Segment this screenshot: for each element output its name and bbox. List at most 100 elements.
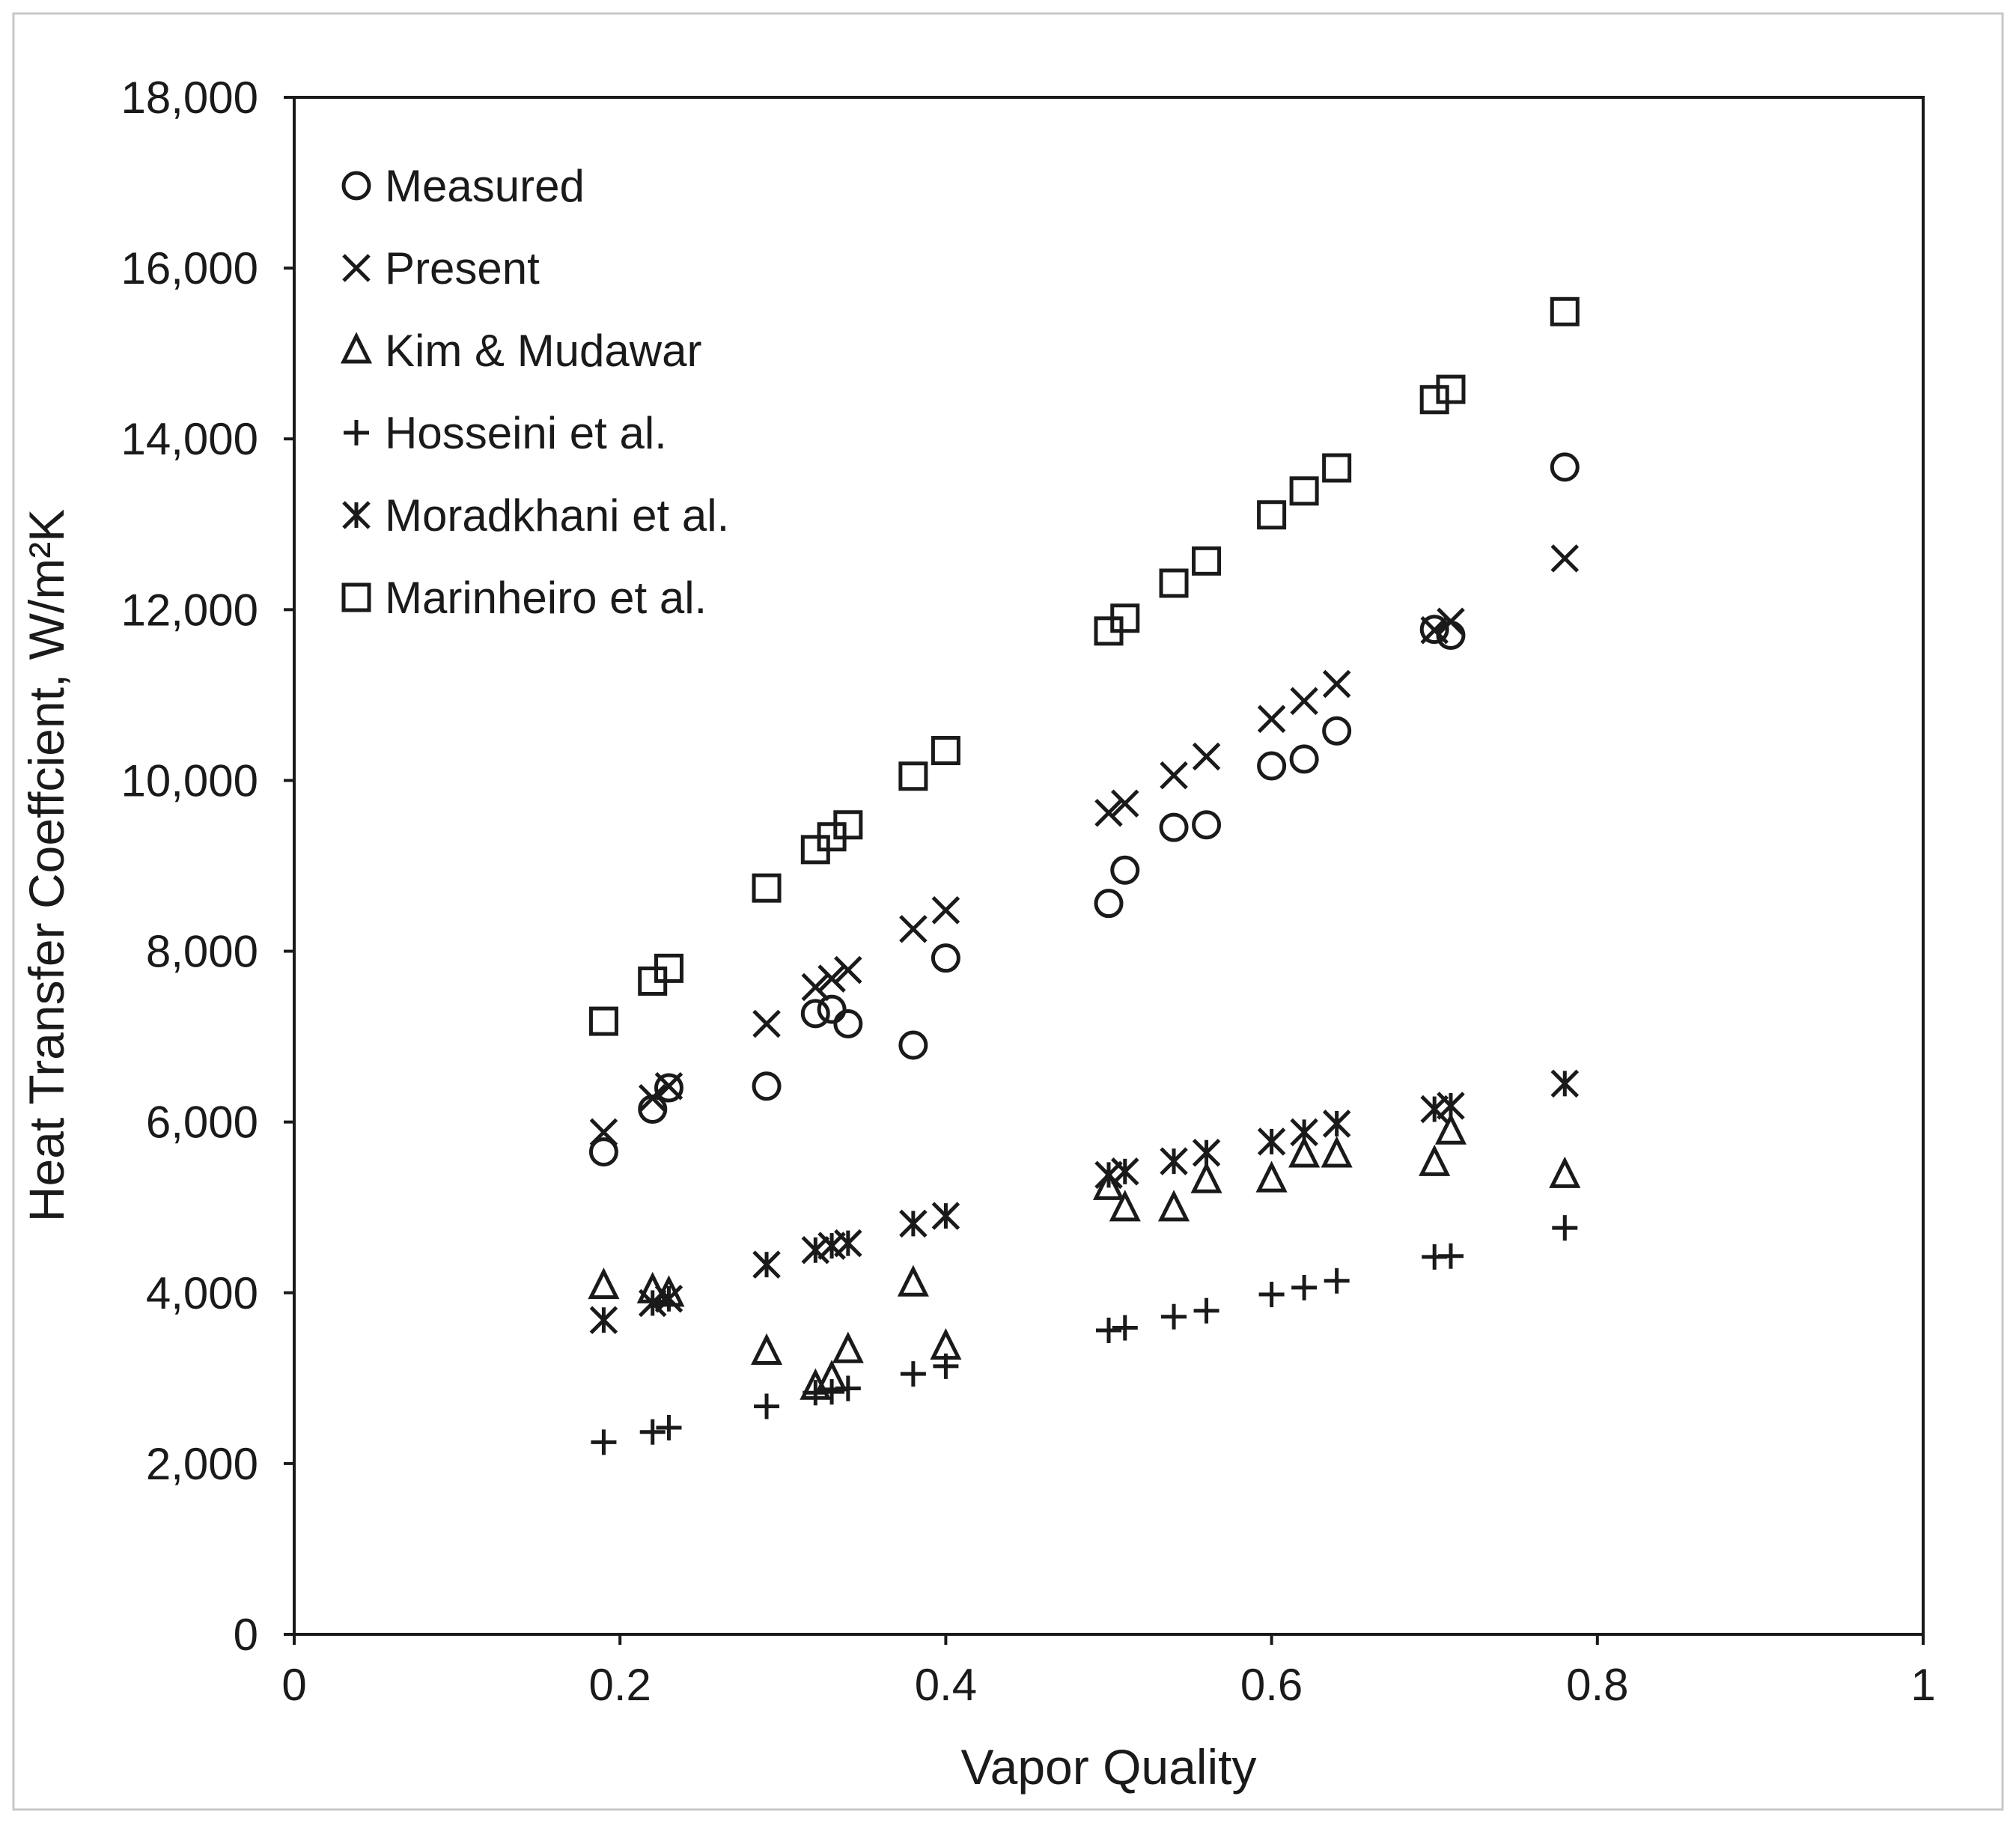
point-measured [654, 1073, 683, 1103]
point-measured [1159, 812, 1189, 842]
point-measured [800, 999, 830, 1029]
point-hosseini-et-al [639, 1419, 666, 1445]
point-hosseini-et-al [1324, 1267, 1350, 1294]
point-hosseini-et-al [900, 1361, 926, 1387]
point-measured [1322, 716, 1352, 746]
point-hosseini-et-al [591, 1429, 617, 1455]
point-marinheiro-et-al [1419, 385, 1449, 415]
point-present [589, 1118, 618, 1147]
legend: Measured Present Kim & Mudawar Hosseini et … [340, 161, 729, 623]
x-axis-ticks: 0 0.2 0.4 0.6 0.8 1 [281, 1634, 1936, 1710]
point-moradkhani-et-al [931, 1202, 960, 1230]
x-tick-label: 0.6 [1240, 1660, 1303, 1710]
point-present [1160, 761, 1188, 790]
point-moradkhani-et-al [801, 1235, 830, 1264]
point-measured [833, 1009, 863, 1039]
y-tick-label: 12,000 [121, 585, 258, 635]
point-marinheiro-et-al [1110, 603, 1140, 633]
point-present [834, 955, 862, 984]
y-tick-label: 6,000 [146, 1098, 258, 1148]
point-hosseini-et-al [1437, 1243, 1464, 1269]
point-moradkhani-et-al [1420, 1095, 1449, 1124]
point-measured [898, 1030, 928, 1060]
point-moradkhani-et-al [1192, 1138, 1221, 1167]
x-tick-label: 0 [281, 1660, 306, 1710]
point-kim-mudawar [1255, 1160, 1288, 1193]
point-measured [1192, 810, 1222, 840]
point-moradkhani-et-al [638, 1288, 667, 1318]
point-kim-mudawar [832, 1331, 864, 1363]
legend-label-measured: Measured [385, 161, 585, 211]
point-marinheiro-et-al [752, 873, 782, 903]
point-hosseini-et-al [1291, 1274, 1318, 1300]
point-marinheiro-et-al [1257, 500, 1287, 530]
point-present [801, 973, 830, 1002]
point-present [1420, 615, 1449, 645]
point-moradkhani-et-al [654, 1284, 683, 1313]
legend-label-moradkhani-et-al: Moradkhani et al. [385, 490, 729, 541]
point-present [1110, 789, 1139, 818]
point-hosseini-et-al [1258, 1282, 1285, 1308]
point-present [1192, 742, 1221, 771]
point-present [1322, 669, 1351, 699]
point-moradkhani-et-al [589, 1306, 618, 1335]
point-present [1550, 544, 1580, 573]
point-moradkhani-et-al [752, 1250, 781, 1279]
point-kim-mudawar [588, 1267, 620, 1300]
point-kim-mudawar [750, 1333, 783, 1365]
point-measured [588, 1137, 618, 1167]
x-tick-label: 0.8 [1566, 1660, 1628, 1710]
point-marinheiro-et-al [1159, 568, 1189, 598]
y-tick-label: 18,000 [121, 73, 258, 123]
point-marinheiro-et-al [1322, 453, 1352, 483]
point-present [899, 915, 928, 943]
y-tick-label: 2,000 [146, 1439, 258, 1489]
legend-marker-hosseini-et-al [344, 420, 369, 445]
point-moradkhani-et-al [834, 1229, 862, 1258]
point-present [638, 1083, 667, 1113]
point-measured [931, 943, 960, 973]
legend-label-present: Present [385, 243, 540, 293]
point-hosseini-et-al [1161, 1303, 1187, 1330]
point-hosseini-et-al [1552, 1215, 1578, 1241]
point-kim-mudawar [1109, 1190, 1141, 1222]
point-kim-mudawar [1190, 1161, 1222, 1193]
point-kim-mudawar [1288, 1136, 1321, 1168]
legend-marker-moradkhani-et-al [342, 501, 371, 529]
point-measured [1289, 744, 1319, 774]
point-moradkhani-et-al [1437, 1092, 1465, 1120]
point-marinheiro-et-al [898, 761, 928, 791]
y-tick-label: 16,000 [121, 243, 258, 293]
y-axis-title: Heat Transfer Coeffcient, W/m²K [19, 509, 74, 1222]
point-kim-mudawar [1434, 1113, 1467, 1145]
point-present [1437, 607, 1465, 636]
point-present [931, 896, 960, 925]
legend-label-hosseini-et-al: Hosseini et al. [385, 408, 667, 458]
point-kim-mudawar [897, 1264, 929, 1297]
x-tick-label: 1 [1910, 1660, 1935, 1710]
point-marinheiro-et-al [833, 810, 863, 840]
point-marinheiro-et-al [588, 1006, 618, 1036]
legend-marker-present [342, 254, 371, 282]
point-marinheiro-et-al [1550, 296, 1580, 326]
point-measured [1550, 452, 1580, 482]
legend-marker-marinheiro-et-al [341, 582, 371, 612]
point-kim-mudawar [1092, 1168, 1125, 1200]
legend-marker-kim-mudawar [340, 332, 373, 364]
y-tick-label: 4,000 [146, 1268, 258, 1318]
point-measured [1094, 889, 1124, 919]
point-measured [817, 994, 847, 1024]
point-marinheiro-et-al [1436, 374, 1466, 404]
point-moradkhani-et-al [1550, 1069, 1580, 1098]
x-axis-title: Vapor Quality [961, 1739, 1257, 1795]
y-tick-label: 14,000 [121, 414, 258, 464]
point-present [752, 1009, 781, 1038]
point-hosseini-et-al [754, 1393, 780, 1419]
legend-label-kim-mudawar: Kim & Mudawar [385, 326, 701, 376]
point-moradkhani-et-al [1094, 1160, 1123, 1190]
point-hosseini-et-al [1193, 1297, 1219, 1324]
point-moradkhani-et-al [899, 1209, 928, 1238]
point-moradkhani-et-al [1160, 1147, 1188, 1175]
